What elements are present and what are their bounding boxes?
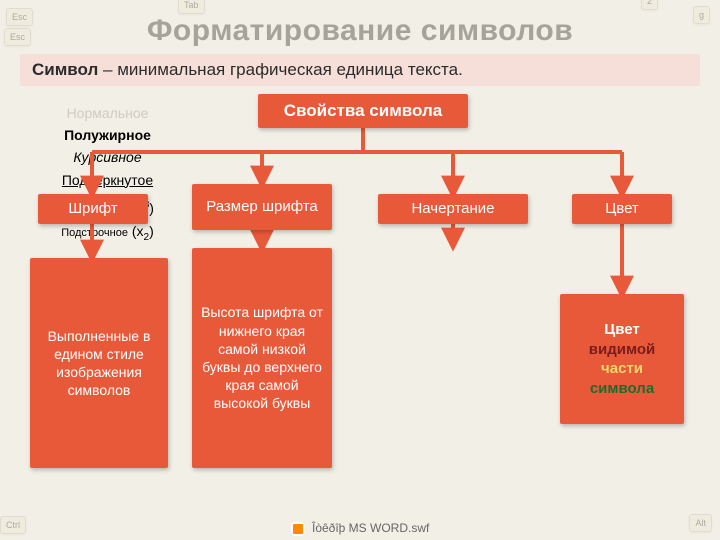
- footer-text: Îòêðîþ MS WORD.swf: [312, 521, 429, 535]
- color-line3: части: [601, 359, 643, 379]
- desc-size: Высота шрифта от нижнего края самой низк…: [192, 248, 332, 468]
- desc-color: Цвет видимой части символа: [560, 294, 684, 424]
- style-underline: Подчёркнутое: [28, 171, 187, 189]
- style-subscript-label: Подстрочное: [61, 227, 128, 239]
- color-line2: видимой: [589, 340, 655, 360]
- bg-key: g: [693, 6, 710, 24]
- property-style: Начертание: [378, 194, 528, 224]
- root-node: Свойства символа: [258, 94, 468, 128]
- swf-icon: [291, 522, 305, 536]
- style-bold: Полужирное: [28, 126, 187, 144]
- color-line1: Цвет: [604, 320, 639, 340]
- subtitle-rest: – минимальная графическая единица текста…: [98, 60, 463, 79]
- bg-key: 2: [641, 0, 658, 10]
- style-subscript-sample: (x2): [132, 223, 154, 239]
- diagram: Свойства символа Шрифт Размер шрифта Нач…: [20, 94, 700, 514]
- property-color: Цвет: [572, 194, 672, 224]
- footer-caption: Îòêðîþ MS WORD.swf: [0, 521, 720, 536]
- style-normal: Нормальное: [28, 104, 187, 122]
- style-italic: Курсивное: [28, 148, 187, 166]
- slide-title: Форматирование символов: [0, 0, 720, 48]
- subtitle: Символ – минимальная графическая единица…: [20, 54, 700, 86]
- property-font: Шрифт: [38, 194, 148, 224]
- subtitle-term: Символ: [32, 60, 98, 79]
- desc-font: Выполненные в едином стиле изображения с…: [30, 258, 168, 468]
- color-line4: символа: [590, 379, 654, 399]
- property-size: Размер шрифта: [192, 184, 332, 230]
- bg-key: Esc: [4, 28, 31, 46]
- bg-key: Tab: [178, 0, 205, 14]
- bg-key: Esc: [6, 8, 33, 26]
